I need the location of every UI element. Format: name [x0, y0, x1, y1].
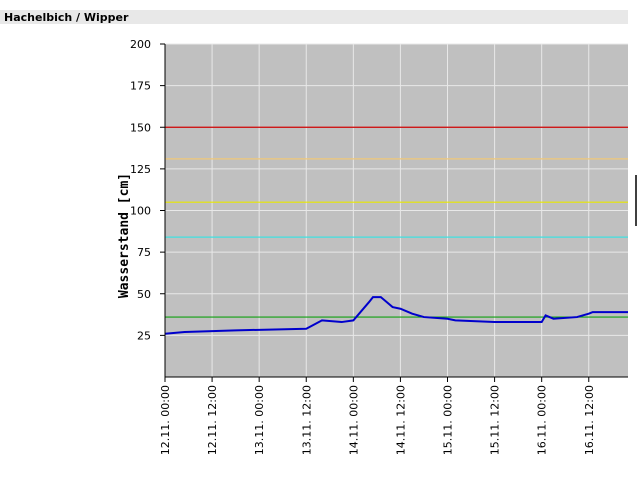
y-tick-label: 125 [130, 163, 151, 176]
data-line [164, 296, 628, 335]
y-tick-label: 50 [137, 288, 151, 301]
x-tick-label: 13.11. 00:00 [253, 385, 266, 455]
y-tick-label: 150 [130, 121, 151, 134]
y-tick-label: 75 [137, 246, 151, 259]
chart-title: Hachelbich / Wipper [4, 11, 129, 24]
header-band [0, 10, 628, 24]
x-tick-label: 14.11. 12:00 [394, 385, 407, 455]
x-tick-label: 14.11. 00:00 [347, 385, 360, 455]
x-tick-label: 16.11. 00:00 [536, 385, 549, 455]
y-tick-label: 200 [130, 38, 151, 51]
y-tick-label: 25 [137, 329, 151, 342]
x-tick-label: 12.11. 00:00 [159, 385, 172, 455]
x-tick-label: 12.11. 12:00 [206, 385, 219, 455]
x-tick-label: 15.11. 00:00 [442, 385, 455, 455]
y-tick-label: 100 [130, 205, 151, 218]
y-tick-label: 175 [130, 80, 151, 93]
x-tick-label: 15.11. 12:00 [489, 385, 502, 455]
x-tick-label: 13.11. 12:00 [300, 385, 313, 455]
x-tick-label: 16.11. 12:00 [583, 385, 596, 455]
y-axis-label: Wasserstand [cm] [117, 173, 132, 298]
